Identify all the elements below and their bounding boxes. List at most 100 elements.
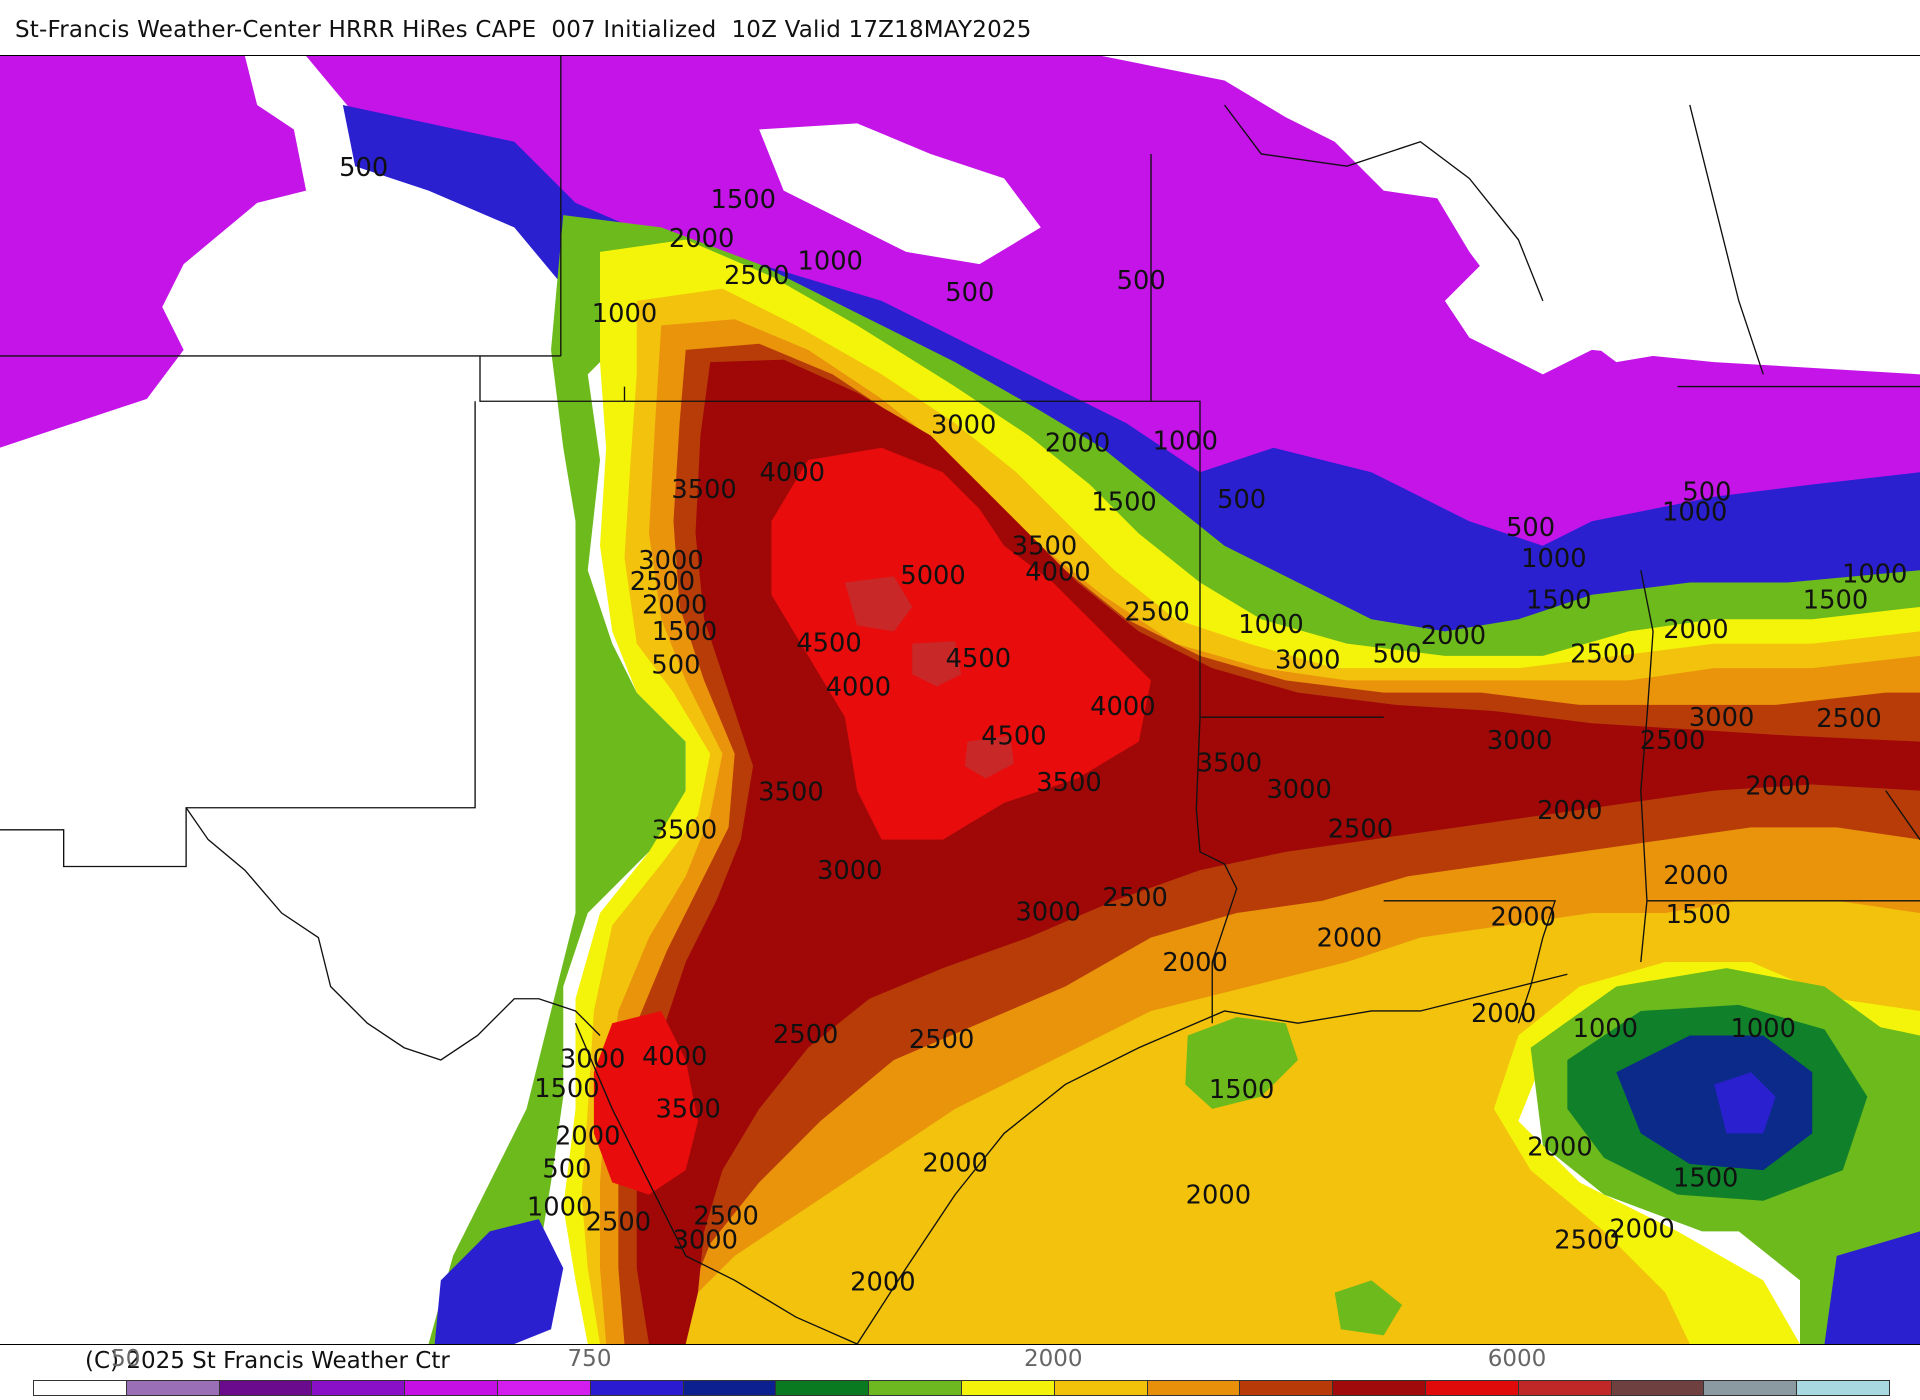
cape-low-east-edge [1824,1231,1920,1344]
contour-label: 1500 [1666,900,1731,930]
contour-label: 2000 [1045,429,1110,459]
cape-core-highest-3 [964,735,1014,779]
contour-label: 3000 [817,856,882,886]
contour-label: 3500 [1036,768,1101,798]
contour-label: 2000 [1491,903,1556,933]
contour-label: 2000 [1527,1133,1592,1163]
contour-label: 2000 [1186,1180,1251,1210]
contour-label: 500 [339,153,388,183]
contour-label: 1000 [1842,560,1907,590]
contour-label: 2000 [1471,999,1536,1029]
contour-label: 4500 [981,721,1046,751]
contour-label: 2500 [724,261,789,291]
color-swatch [683,1381,777,1395]
color-swatch [1240,1381,1334,1395]
contour-label: 2000 [642,590,707,620]
contour-label: 3500 [671,475,736,505]
cape-band-northwest-lower [0,288,184,448]
contour-label: 1000 [592,299,657,329]
color-swatch [1054,1381,1148,1395]
contour-label: 3000 [1266,775,1331,805]
contour-label: 2500 [1328,814,1393,844]
color-swatch [1611,1381,1705,1395]
contour-label: 2000 [669,224,734,254]
color-swatch [1518,1381,1612,1395]
contour-label: 1500 [1526,585,1591,615]
colorbar-tick-label: 750 [567,1346,612,1372]
border-east [1640,570,1920,963]
contour-label: 1500 [1673,1163,1738,1193]
color-swatch [34,1381,127,1395]
contour-label: 3500 [1012,532,1077,562]
contour-label: 1500 [534,1074,599,1104]
contour-label: 3500 [655,1095,720,1125]
contour-label: 1000 [1731,1014,1796,1044]
contour-label: 2500 [1124,598,1189,628]
colorbar-tick-label: 50 [111,1346,141,1372]
colorbar-tick-label: 2000 [1023,1346,1083,1372]
cape-core-highest [844,576,913,632]
cape-band-north-purple [306,56,1920,656]
color-swatch [497,1381,591,1395]
color-swatch [961,1381,1055,1395]
contour-label: 4000 [642,1042,707,1072]
contour-label: 2000 [1663,861,1728,891]
contour-label: 1500 [711,185,776,215]
contour-label: 3000 [1275,645,1340,675]
contour-label: 2500 [1554,1226,1619,1256]
contour-label: 2000 [1317,923,1382,953]
color-swatch [1425,1381,1519,1395]
contour-label: 500 [945,278,994,308]
no-cape-area-west-left [0,190,576,1344]
cape-field [0,56,1920,1344]
contour-label: 4000 [760,458,825,488]
color-swatch [405,1381,498,1395]
map-title: St-Francis Weather-Center HRRR HiRes CAP… [15,17,1032,43]
cape-low-southeast-blue [1714,1072,1776,1134]
contour-label: 2000 [555,1122,620,1152]
cape-core-red-south [593,1010,698,1195]
border-texas [185,807,601,1061]
contour-label: 3000 [1689,703,1754,733]
contour-label: 3000 [931,410,996,440]
contour-label: 2500 [909,1025,974,1055]
color-swatch [590,1381,684,1395]
cape-band-blue [342,104,1920,693]
contour-label: 3500 [1197,748,1262,778]
color-scale-bar [33,1380,1890,1396]
contour-label: 2500 [1816,704,1881,734]
contour-label: 2500 [693,1201,758,1231]
contour-label: 1000 [797,246,862,276]
contour-label: 2500 [773,1020,838,1050]
cape-low-southeast-navy [1616,1035,1813,1171]
coastline [856,973,1568,1344]
border-northeast [1223,104,1920,388]
contour-label: 2000 [1421,621,1486,651]
contour-label: 1000 [1662,497,1727,527]
contour-label: 500 [1373,639,1422,669]
border-lines-1 [0,56,1384,868]
color-swatch [776,1381,870,1395]
contour-label: 500 [1117,266,1166,296]
contour-label: 3500 [652,816,717,846]
cape-core-highest-2 [912,641,962,687]
contour-label: 500 [1682,478,1731,508]
contour-label: 4000 [1090,692,1155,722]
colorbar-area: (C) 2025 St Francis Weather Ctr 50 750 200… [0,1344,1920,1400]
no-cape-area-northeast [1102,56,1920,363]
contour-label: 500 [1217,485,1266,515]
contour-label: 1000 [1521,544,1586,574]
color-swatch [1333,1381,1426,1395]
contour-label: 2000 [1609,1215,1674,1245]
contour-label: 4500 [946,644,1011,674]
contour-label: 4500 [796,628,861,658]
contour-label: 2000 [1745,772,1810,802]
color-swatch [126,1381,220,1395]
contour-label: 1500 [652,617,717,647]
contour-label: 3000 [560,1045,625,1075]
contour-label: 1500 [1091,487,1156,517]
no-cape-area-north [759,123,1041,265]
contour-label: 2500 [1102,883,1167,913]
contour-label: 4000 [826,672,891,702]
contour-label: 1500 [1209,1075,1274,1105]
